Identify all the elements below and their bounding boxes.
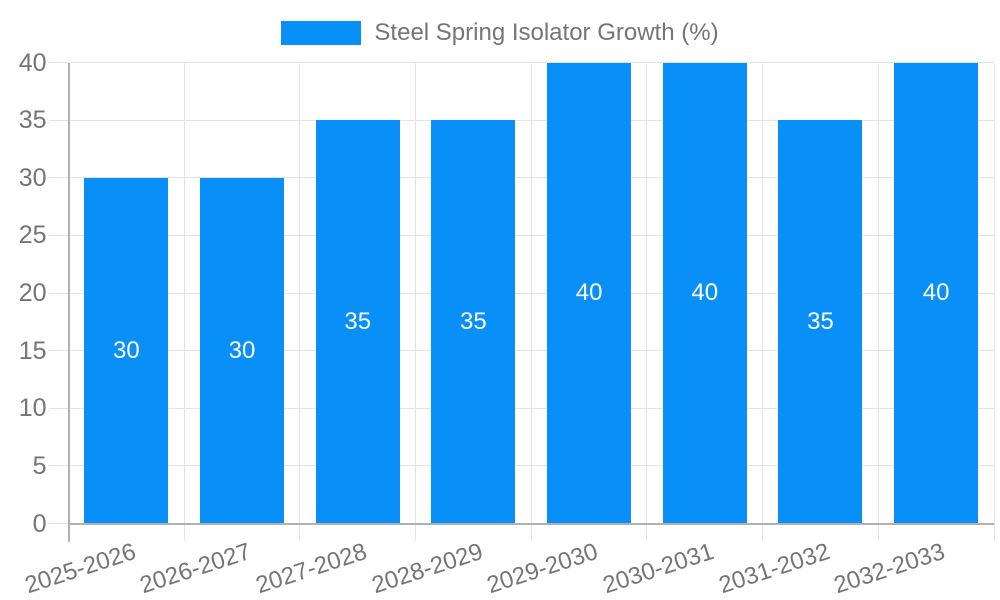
- y-axis-label: 30: [18, 163, 47, 192]
- bar-value-label: 35: [344, 307, 372, 335]
- y-axis-tickmark: [48, 62, 69, 63]
- bar-2030-2031: [662, 62, 747, 524]
- bar-2026-2027: [200, 177, 285, 524]
- bar-value-label: 35: [460, 307, 487, 335]
- y-axis-label: 25: [18, 221, 47, 250]
- y-axis-tickmark: [48, 119, 69, 121]
- y-axis-label: 0: [32, 509, 47, 538]
- bar-value-label: 30: [228, 336, 256, 364]
- gridline-x-boundary: [415, 62, 417, 541]
- x-axis-label: 2032-2033: [830, 538, 949, 600]
- bar-2031-2032: [778, 120, 863, 524]
- gridline-x-boundary: [646, 62, 648, 541]
- legend-label: Steel Spring Isolator Growth (%): [374, 19, 719, 46]
- gridline-x-boundary: [183, 62, 185, 541]
- x-axis-line: [68, 522, 994, 525]
- bar-2028-2029: [431, 120, 516, 524]
- gridline-x-boundary: [299, 62, 301, 541]
- y-axis-label: 5: [32, 451, 47, 480]
- y-axis-tickmark: [48, 465, 69, 467]
- bar-value-label: 40: [691, 279, 719, 306]
- bar-2025-2026: [84, 177, 169, 524]
- y-axis-tickmark: [48, 407, 69, 409]
- y-axis-label: 10: [18, 394, 47, 423]
- x-axis-label: 2027-2028: [252, 538, 371, 600]
- x-axis-label: 2028-2029: [368, 538, 486, 600]
- legend-swatch: [281, 21, 362, 45]
- y-axis-tickmark: [48, 177, 69, 179]
- gridline-x-boundary: [762, 62, 764, 541]
- y-axis-tickmark: [48, 523, 69, 524]
- bar-2032-2033: [894, 62, 979, 524]
- bar-value-label: 35: [807, 307, 834, 335]
- bar-value-label: 40: [575, 279, 603, 306]
- y-axis-label: 40: [18, 48, 47, 77]
- y-axis-tickmark: [48, 350, 69, 352]
- bar-value-label: 30: [112, 336, 140, 364]
- y-axis-label: 35: [18, 106, 47, 135]
- x-axis-label: 2030-2031: [599, 538, 718, 600]
- x-axis-label: 2029-2030: [483, 538, 602, 600]
- legend: Steel Spring Isolator Growth (%): [0, 19, 1000, 47]
- gridline-x-boundary: [530, 62, 532, 541]
- y-axis-tickmark: [48, 292, 69, 294]
- bar-2029-2030: [547, 62, 632, 524]
- y-axis-label: 20: [18, 279, 47, 307]
- x-axis-label: 2025-2026: [21, 538, 139, 600]
- gridline-x-boundary: [993, 62, 995, 541]
- y-axis-label: 15: [18, 336, 47, 365]
- bar-2027-2028: [315, 120, 400, 524]
- x-axis-label: 2031-2032: [715, 538, 833, 600]
- y-axis-tickmark: [48, 234, 69, 236]
- bar-value-label: 40: [922, 279, 950, 306]
- x-axis-label: 2026-2027: [136, 538, 255, 600]
- gridline-x-boundary: [877, 62, 879, 541]
- y-axis-line: [67, 62, 70, 542]
